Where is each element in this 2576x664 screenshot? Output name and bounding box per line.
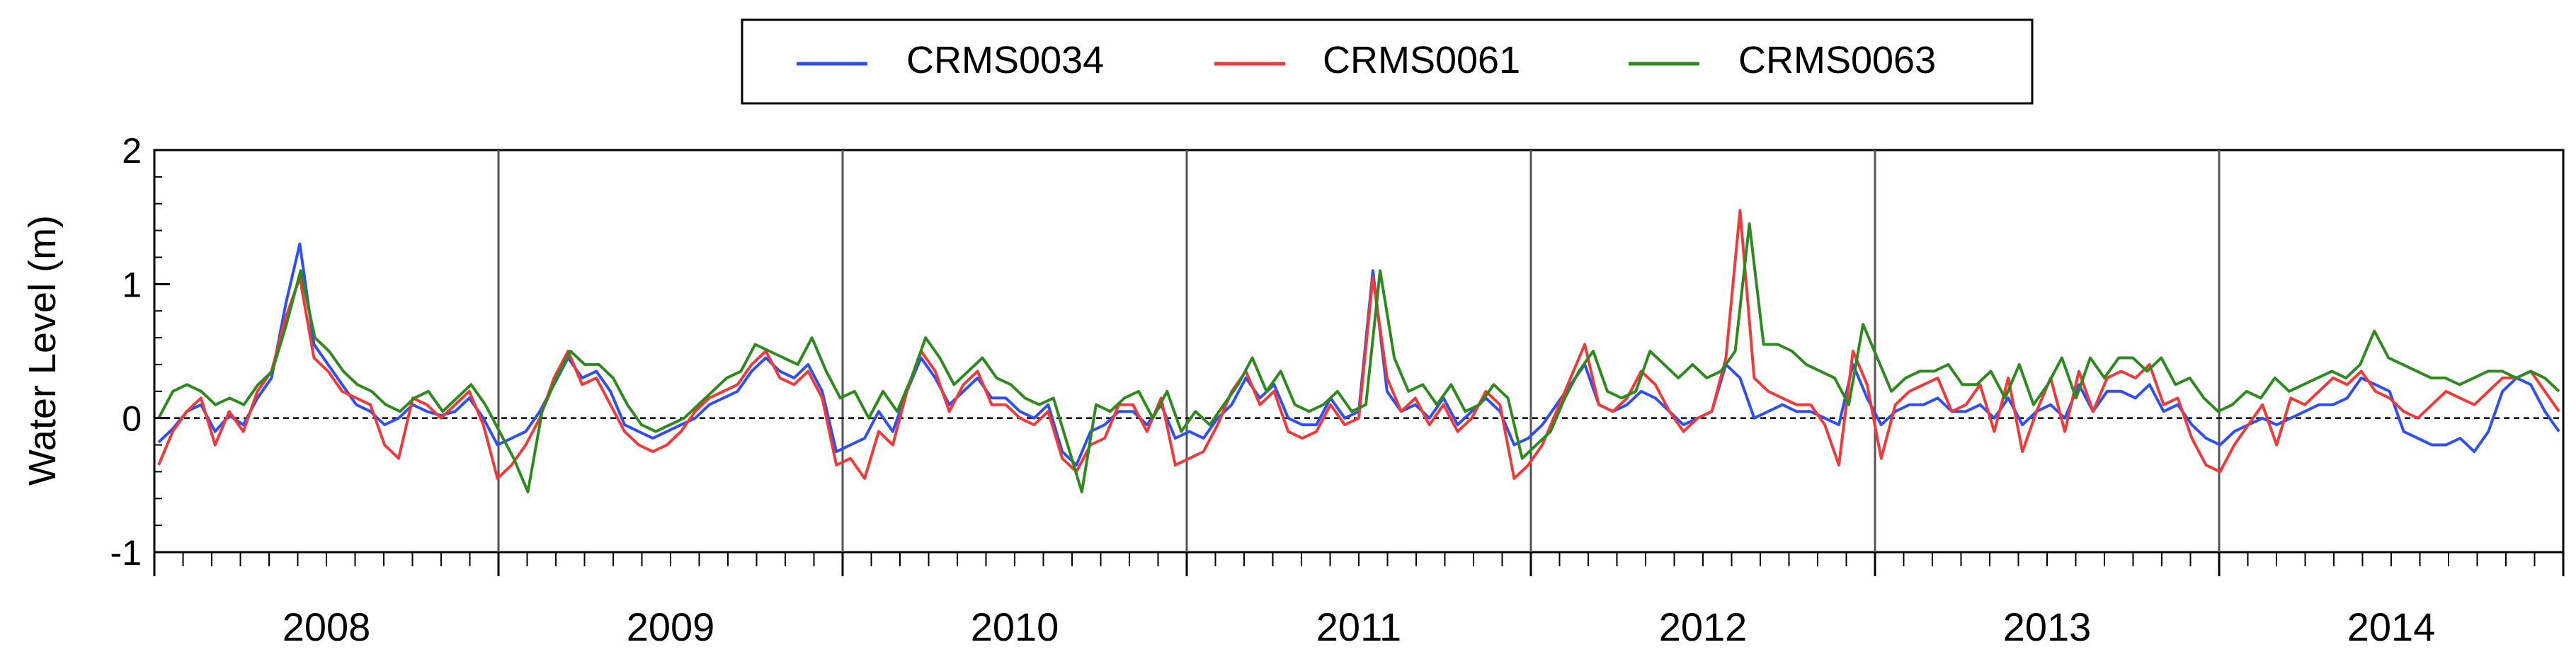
x-year-label: 2010	[971, 605, 1059, 649]
legend-label-series-3: CRMS0063	[1738, 39, 1936, 81]
y-tick-label: 1	[122, 265, 142, 304]
x-year-label: 2014	[2347, 605, 2436, 649]
series-line-CRMS0061	[157, 209, 2560, 480]
series-line-CRMS0063	[157, 222, 2560, 493]
x-year-label: 2011	[1316, 605, 1401, 649]
y-tick-label: -1	[110, 533, 142, 573]
legend-label-series-1: CRMS0034	[906, 39, 1104, 81]
x-year-label: 2013	[2003, 605, 2092, 649]
y-tick-label: 2	[122, 131, 142, 171]
legend: CRMS0034 CRMS0061 CRMS0063	[741, 18, 2034, 105]
x-year-label: 2012	[1659, 605, 1748, 649]
legend-box	[741, 18, 2034, 105]
y-tick-label: 0	[122, 399, 142, 439]
plot-frame	[153, 149, 2565, 554]
x-year-label: 2009	[627, 605, 715, 649]
y-axis-label: Water Level (m)	[21, 215, 64, 486]
legend-label-series-2: CRMS0061	[1323, 39, 1520, 81]
x-year-label: 2008	[283, 605, 371, 649]
plot-area: 2 1 0 -1 2008 2009 2010 2011 2012 2013 2014	[110, 131, 2565, 649]
